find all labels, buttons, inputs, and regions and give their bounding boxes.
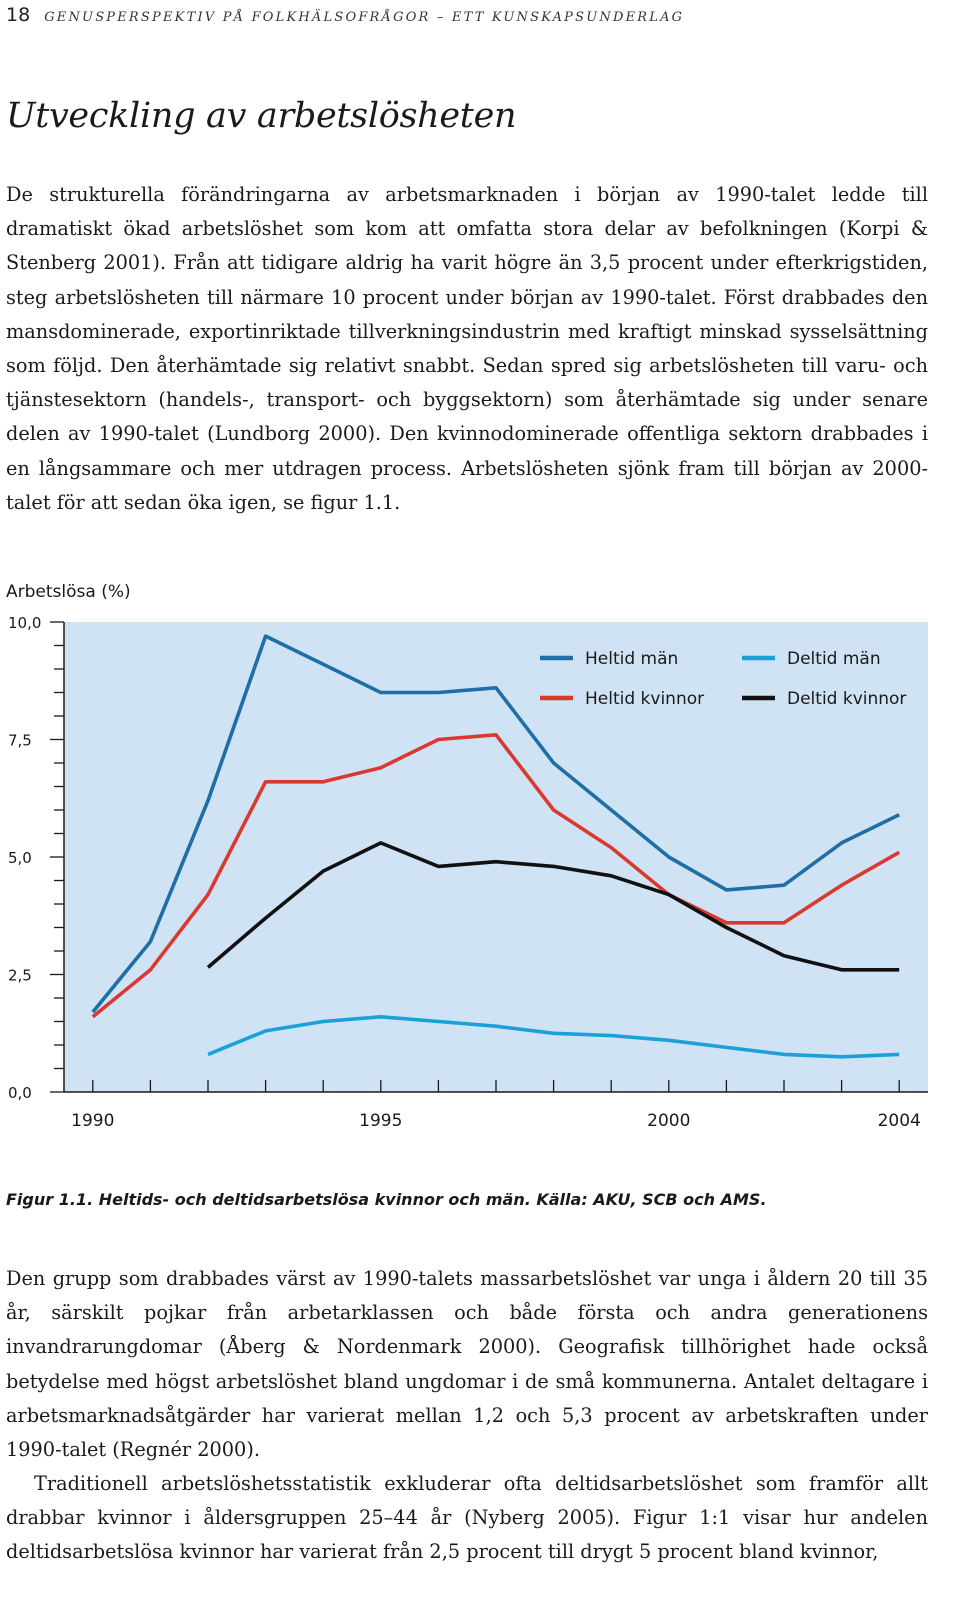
y-minor-ticks (50, 621, 64, 1093)
x-tick-label: 2004 (878, 1111, 921, 1131)
plot-background (64, 622, 928, 1092)
series-line (206, 841, 900, 972)
legend: Heltid män Deltid män Heltid kvinnor Deltid… (540, 649, 906, 709)
y-axis-title: Arbetslösa (%) (6, 582, 131, 602)
y-tick-labels: 0,0 2,5 5,0 7,5 10,0 (8, 614, 41, 1102)
paragraph-youth: Den grupp som drabbades värst av 1990-ta… (6, 1267, 928, 1462)
series-lines (91, 634, 901, 1059)
y-tick-label: 10,0 (8, 614, 41, 632)
y-tick-label: 2,5 (8, 967, 32, 985)
legend-label: Deltid kvinnor (787, 689, 906, 709)
page-number: 18 (6, 4, 31, 26)
unemployment-line-chart: Arbetslösa (%) 0,0 2,5 5,0 7,5 10,0 1990 1995… (6, 582, 928, 1131)
x-tick-label: 1995 (359, 1111, 402, 1131)
y-tick-label: 7,5 (8, 732, 32, 750)
running-title: Genusperspektiv på folkhälsofrågor – ett… (44, 10, 685, 25)
x-tick-labels: 1990 1995 2000 2004 (71, 1111, 921, 1131)
section-heading: Utveckling av arbetslösheten (6, 96, 517, 136)
series-line (207, 1014, 900, 1059)
x-tick-label: 1990 (71, 1111, 114, 1131)
figure-caption: Figur 1.1. Heltids- och deltidsarbetslös… (6, 1190, 767, 1209)
legend-label: Heltid män (585, 649, 678, 669)
series-line (91, 733, 901, 1019)
series-line (91, 634, 900, 1014)
legend-label: Deltid män (787, 649, 881, 669)
y-tick-label: 0,0 (8, 1084, 32, 1102)
x-ticks (92, 1080, 900, 1092)
y-tick-label: 5,0 (8, 849, 32, 867)
legend-label: Heltid kvinnor (585, 689, 704, 709)
x-tick-label: 2000 (647, 1111, 690, 1131)
paragraph-parttime: Traditionell arbetslöshetsstatistik exkl… (6, 1472, 928, 1564)
paragraph-intro: De strukturella förändringarna av arbets… (6, 183, 928, 514)
running-head: 18 Genusperspektiv på folkhälsofrågor – … (6, 4, 684, 32)
